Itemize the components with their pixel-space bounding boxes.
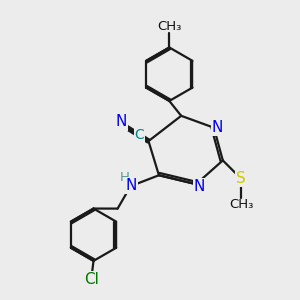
Text: H: H xyxy=(119,171,129,184)
Text: N: N xyxy=(125,178,137,193)
Text: C: C xyxy=(135,128,145,142)
Text: N: N xyxy=(212,120,223,135)
Text: CH₃: CH₃ xyxy=(157,20,182,33)
Text: Cl: Cl xyxy=(85,272,100,287)
Text: N: N xyxy=(116,115,127,130)
Text: N: N xyxy=(194,179,205,194)
Text: CH₃: CH₃ xyxy=(229,198,254,211)
Text: S: S xyxy=(236,171,246,186)
